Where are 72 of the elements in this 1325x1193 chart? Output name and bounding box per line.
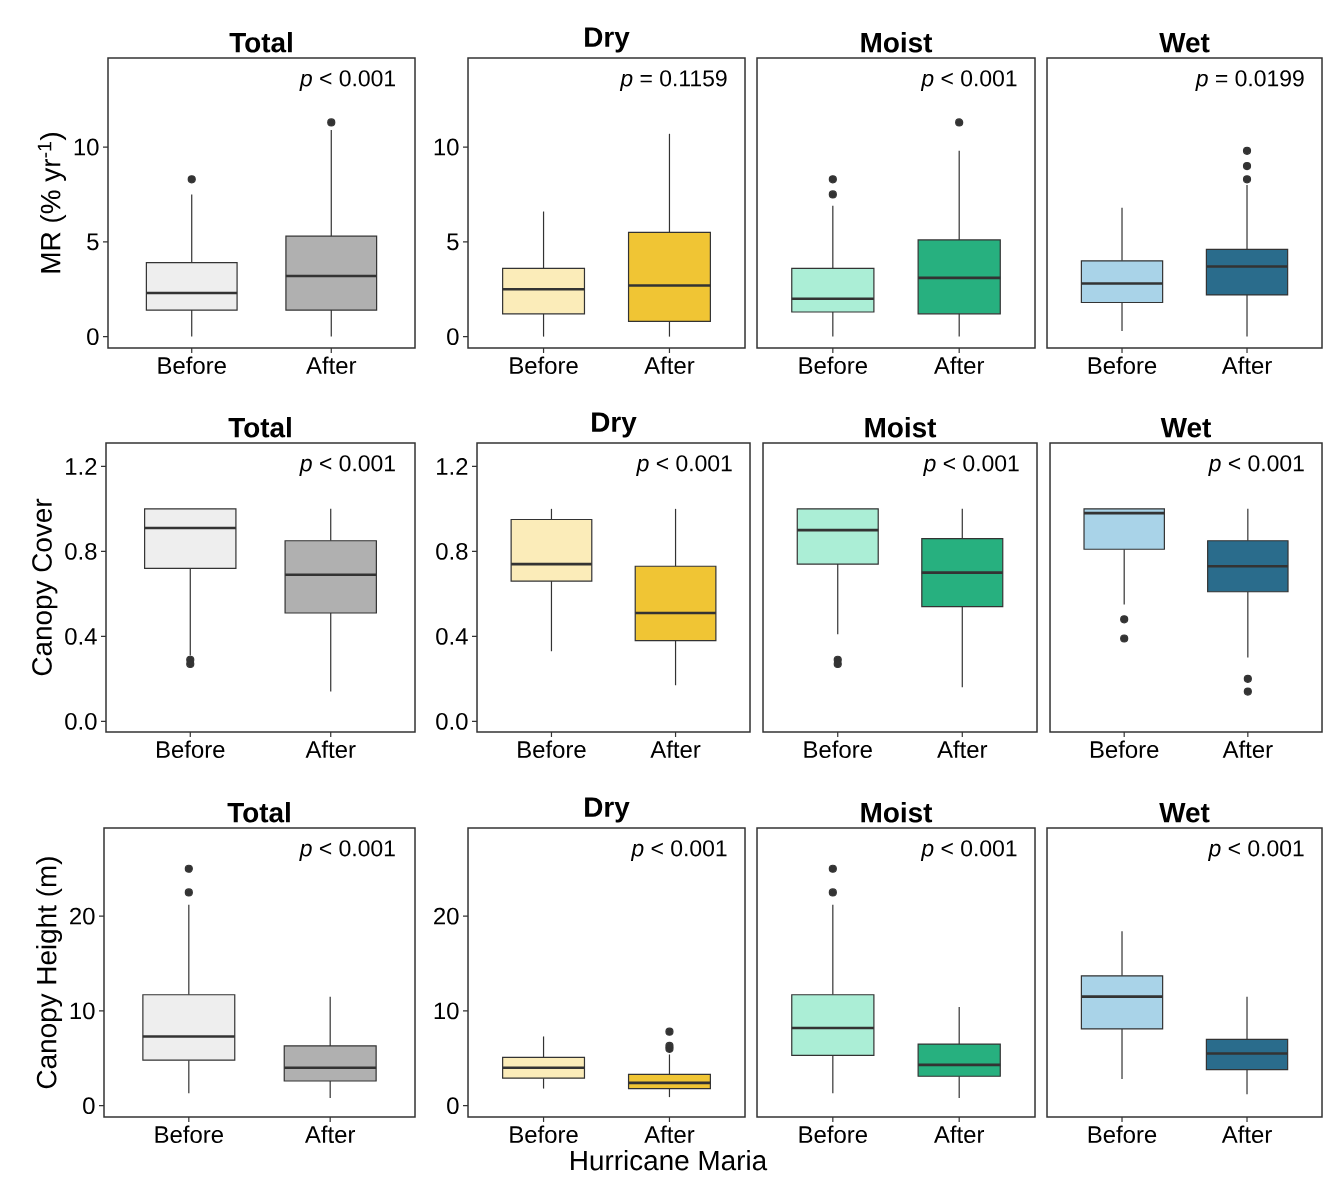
y-tick-label: 20: [434, 907, 459, 925]
x-tick-label: Before: [1090, 740, 1159, 759]
x-tick-label: Before: [158, 356, 226, 375]
x-tick-label: Before: [799, 356, 867, 375]
annotation: p < 0.001: [299, 455, 395, 476]
x-tick-label: After: [304, 1125, 356, 1144]
y-tick-label: 10: [70, 1002, 95, 1020]
y-tick-label: 0.4: [65, 627, 97, 645]
annotation: p = 0.0199: [1195, 70, 1304, 91]
y-tick-label: 5: [447, 233, 459, 251]
x-tick-label: After: [1221, 1125, 1272, 1144]
x-axis-title: Hurricane Maria: [571, 1149, 768, 1171]
chart-title: Dry: [585, 27, 630, 53]
y-tick-label: 0.8: [65, 542, 97, 560]
y-tick-label: 0.4: [436, 627, 468, 645]
x-tick-label: Before: [155, 1125, 223, 1144]
x-tick-label: Before: [510, 1125, 578, 1144]
annotation: p < 0.001: [923, 455, 1019, 476]
y-tick-label: 0.8: [436, 542, 468, 560]
x-tick-label: Before: [518, 740, 586, 759]
x-tick-label: After: [305, 740, 356, 759]
x-tick-label: After: [937, 740, 988, 759]
annotation: p < 0.001: [299, 70, 395, 91]
x-tick-label: After: [644, 356, 695, 375]
chart-title: Wet: [1160, 418, 1211, 438]
chart-title: Dry: [592, 412, 637, 438]
y-tick-label: 0.0: [436, 712, 468, 730]
annotation: p = 0.1159: [619, 70, 727, 91]
chart-title: Total: [229, 32, 292, 53]
y-tick-label: 0: [447, 1097, 459, 1115]
x-tick-label: After: [306, 356, 357, 375]
x-tick-label: Before: [1088, 1125, 1157, 1144]
x-tick-label: Before: [1088, 356, 1157, 375]
y-tick-label: 1.2: [66, 458, 97, 475]
chart-title: Total: [227, 802, 290, 823]
y-tick-label: 0.0: [65, 712, 97, 730]
annotation: p < 0.001: [630, 840, 727, 861]
annotation: p < 0.001: [920, 70, 1017, 91]
x-tick-label: Before: [510, 356, 578, 375]
chart-title: Moist: [861, 802, 933, 823]
y-tick-label: 0: [83, 1097, 95, 1115]
y-tick-label: 10: [74, 138, 99, 156]
y-tick-label: 5: [87, 233, 99, 251]
x-tick-label: After: [644, 1125, 695, 1144]
annotation: p < 0.001: [636, 455, 732, 476]
y-tick-label: 0: [87, 328, 99, 346]
chart-title: Total: [228, 417, 291, 438]
annotation: p < 0.001: [1207, 840, 1304, 861]
y-axis-title: Canopy Cover: [32, 498, 58, 676]
annotation: p < 0.001: [299, 840, 395, 861]
y-axis-title: MR (% yr$^{-1}$): [37, 133, 67, 273]
x-tick-label: After: [933, 356, 985, 375]
y-tick-label: 1.2: [437, 458, 468, 475]
chart-title: Wet: [1159, 803, 1210, 823]
x-tick-label: After: [1222, 740, 1273, 759]
y-tick-label: 0: [447, 328, 459, 346]
x-tick-label: After: [650, 740, 701, 759]
x-tick-label: After: [1221, 356, 1272, 375]
chart-title: Wet: [1159, 33, 1210, 53]
chart-title: Dry: [585, 797, 630, 823]
x-tick-label: Before: [157, 740, 225, 759]
chart-title: Moist: [865, 417, 937, 438]
y-tick-label: 10: [434, 1002, 459, 1020]
x-tick-label: Before: [799, 1125, 867, 1144]
y-tick-label: 20: [70, 907, 95, 925]
chart-title: Moist: [861, 32, 933, 53]
annotation: p < 0.001: [1208, 455, 1304, 476]
x-tick-label: Before: [804, 740, 872, 759]
annotation: p < 0.001: [920, 840, 1017, 861]
y-axis-title: Canopy Height (m): [36, 857, 63, 1089]
x-tick-label: After: [933, 1125, 985, 1144]
y-tick-label: 10: [434, 138, 459, 156]
